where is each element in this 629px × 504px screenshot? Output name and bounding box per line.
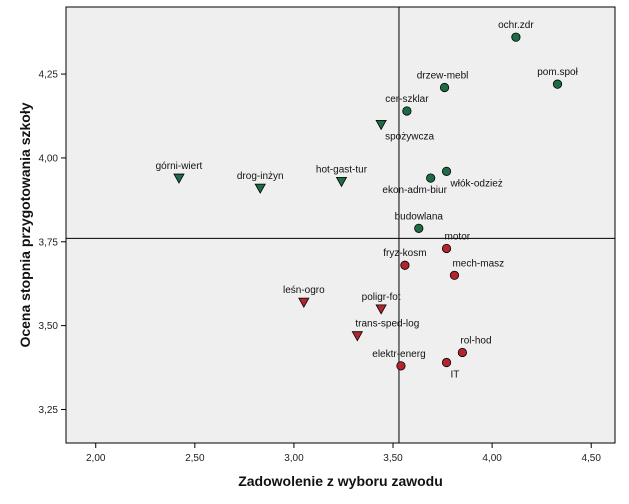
data-point-circle bbox=[439, 82, 450, 93]
data-point-circle bbox=[552, 79, 563, 89]
x-tick-label: 4,50 bbox=[581, 453, 601, 464]
y-axis-title: Ocena stopnia przygotowania szkoły bbox=[17, 102, 33, 347]
data-point-circle bbox=[441, 243, 452, 254]
data-label: budowlana bbox=[395, 211, 444, 222]
data-label: pom.społ bbox=[537, 67, 578, 78]
data-point-circle bbox=[511, 32, 521, 42]
data-label: drog-inżyn bbox=[237, 171, 284, 182]
data-label: rol-hod bbox=[460, 335, 491, 346]
y-tick-label: 4,00 bbox=[39, 153, 59, 164]
x-tick-label: 2,00 bbox=[86, 453, 106, 464]
x-tick-label: 4,00 bbox=[482, 453, 502, 464]
data-point-triangle bbox=[298, 297, 310, 308]
data-point-circle bbox=[396, 361, 406, 371]
plot-area bbox=[65, 6, 616, 444]
data-point-triangle bbox=[375, 119, 387, 131]
data-point-triangle bbox=[375, 304, 387, 315]
data-label: cer-szklar bbox=[385, 94, 429, 105]
x-tick-label: 3,50 bbox=[383, 453, 403, 464]
x-axis-title: Zadowolenie z wyboru zawodu bbox=[238, 473, 443, 489]
data-label: elektr-energ bbox=[372, 349, 425, 360]
y-tick-label: 3,50 bbox=[39, 321, 59, 332]
data-point-circle bbox=[400, 260, 410, 270]
data-point-circle bbox=[441, 357, 452, 368]
data-label: trans-sped-log bbox=[355, 319, 419, 330]
data-label: włók-odzież bbox=[450, 178, 503, 189]
data-point-circle bbox=[402, 106, 412, 116]
x-tick-label: 2,50 bbox=[185, 453, 205, 464]
data-label: drzew-mebl bbox=[417, 70, 469, 81]
y-tick-label: 4,25 bbox=[39, 70, 59, 81]
data-point-circle bbox=[441, 166, 452, 176]
data-point-circle bbox=[414, 223, 424, 233]
y-tick-label: 3,25 bbox=[39, 405, 59, 416]
data-point-triangle bbox=[351, 331, 364, 342]
y-axis-ticks: 3,25 3,50 3,75 4,00 4,25 bbox=[39, 70, 66, 416]
data-point-circle bbox=[426, 173, 436, 183]
data-label: spożywcza bbox=[385, 131, 434, 142]
data-label: górni-wiert bbox=[156, 161, 203, 172]
x-tick-label: 3,00 bbox=[284, 453, 304, 464]
data-label: motor bbox=[445, 231, 471, 242]
data-points bbox=[173, 32, 563, 371]
data-point-triangle bbox=[254, 183, 266, 194]
data-point-circle bbox=[449, 270, 460, 280]
y-tick-label: 3,75 bbox=[39, 237, 59, 248]
data-labels: ochr.zdr pom.społ drzew-mebl cer-szklar spoż… bbox=[156, 20, 579, 380]
data-label: leśn-ogro bbox=[283, 285, 325, 296]
data-label: ekon-adm-biur bbox=[382, 185, 447, 196]
data-point-triangle bbox=[335, 176, 348, 188]
data-point-triangle bbox=[173, 173, 185, 184]
data-label: poligr-fot bbox=[362, 292, 401, 303]
data-label: fryz-kosm bbox=[383, 248, 426, 259]
data-point-circle bbox=[457, 347, 467, 358]
data-label: hot-gast-tur bbox=[316, 164, 368, 175]
reference-lines bbox=[66, 7, 615, 443]
data-label: ochr.zdr bbox=[498, 20, 534, 31]
data-label: mech-masz bbox=[452, 258, 504, 269]
x-axis-ticks: 2,00 2,50 3,00 3,50 4,00 4,50 bbox=[86, 443, 601, 464]
data-label: IT bbox=[451, 370, 460, 381]
